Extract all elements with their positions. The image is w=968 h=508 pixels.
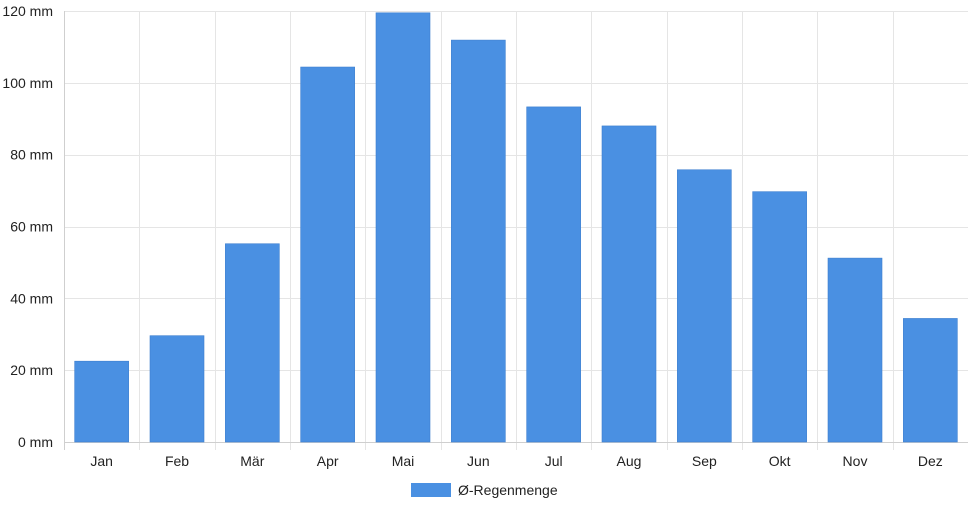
bar-mai[interactable] <box>375 12 431 443</box>
x-tick-label: Aug <box>617 453 642 469</box>
bar-mär[interactable] <box>225 243 280 443</box>
bar-dez[interactable] <box>903 318 958 443</box>
bar-jan[interactable] <box>74 360 129 443</box>
legend-label[interactable]: Ø-Regenmenge <box>458 482 558 498</box>
y-tick-label: 120 mm <box>2 3 53 19</box>
y-tick-label: 40 mm <box>10 290 53 306</box>
bar-okt[interactable] <box>752 191 807 443</box>
x-tick-label: Mai <box>392 453 415 469</box>
x-tick-label: Mär <box>240 453 264 469</box>
x-axis-ticks: Jan Feb Mär Apr Mai Jun Jul Aug Sep Okt Nov Dez <box>90 453 942 469</box>
x-tick-label: Apr <box>317 453 339 469</box>
legend-swatch[interactable] <box>411 483 451 497</box>
bar-feb[interactable] <box>149 335 205 443</box>
y-tick-label: 0 mm <box>18 434 53 450</box>
x-tick-label: Jun <box>467 453 490 469</box>
bars <box>74 12 958 443</box>
x-tick-label: Feb <box>165 453 189 469</box>
x-tick-label: Nov <box>843 453 868 469</box>
bar-nov[interactable] <box>827 257 883 443</box>
bar-sep[interactable] <box>677 169 732 443</box>
y-tick-label: 80 mm <box>10 147 53 163</box>
y-tick-label: 100 mm <box>2 75 53 91</box>
y-axis-ticks: 0 mm 20 mm 40 mm 60 mm 80 mm 100 mm 120 mm <box>2 3 53 450</box>
legend[interactable]: Ø-Regenmenge <box>411 482 558 498</box>
bar-apr[interactable] <box>300 66 355 443</box>
grid <box>64 11 968 450</box>
y-tick-label: 20 mm <box>10 362 53 378</box>
bar-aug[interactable] <box>601 125 657 443</box>
x-tick-label: Sep <box>692 453 717 469</box>
bar-jun[interactable] <box>451 39 506 443</box>
x-tick-label: Dez <box>918 453 943 469</box>
x-tick-label: Okt <box>769 453 791 469</box>
x-tick-label: Jan <box>90 453 113 469</box>
y-tick-label: 60 mm <box>10 219 53 235</box>
bar-jul[interactable] <box>526 106 581 443</box>
x-tick-label: Jul <box>545 453 563 469</box>
